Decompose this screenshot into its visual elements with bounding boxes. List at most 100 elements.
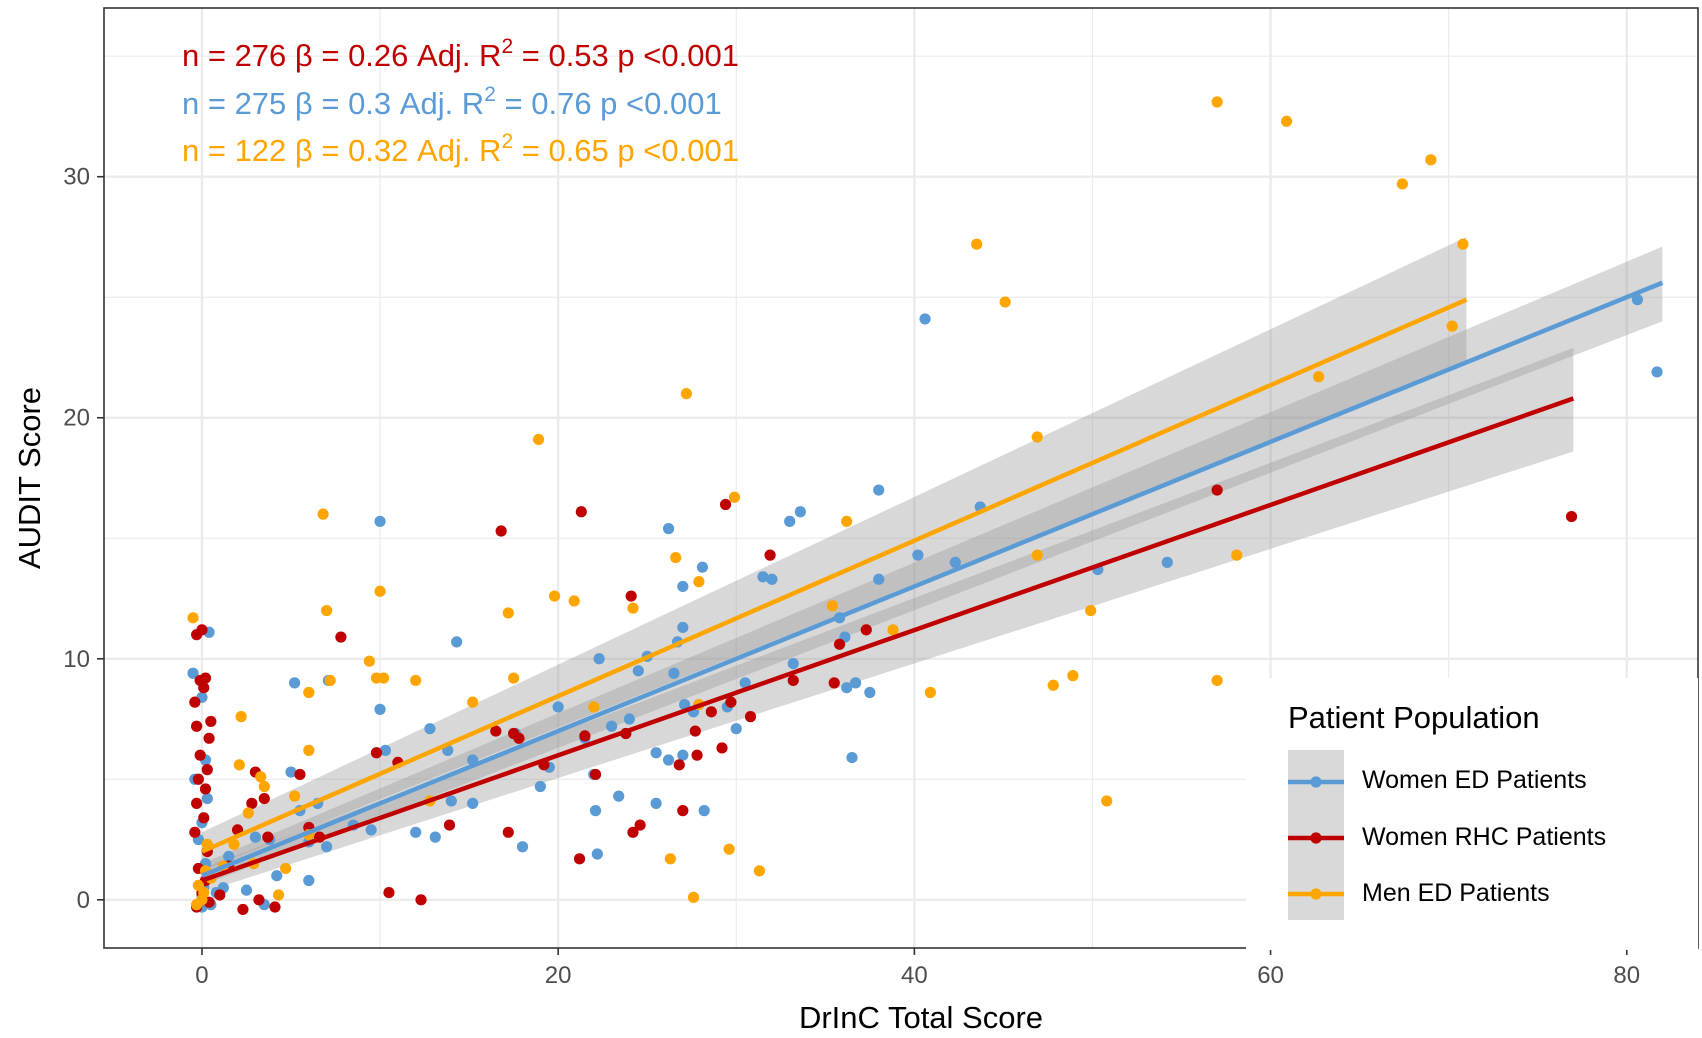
data-point-series-0 — [1631, 294, 1644, 306]
data-point-series-1 — [625, 590, 637, 602]
data-point-series-0 — [662, 523, 675, 535]
data-point-series-1 — [246, 797, 258, 809]
data-point-series-2 — [378, 672, 390, 684]
regression-annotations: n = 276 β = 0.26 Adj. R2 = 0.53 p <0.001… — [182, 35, 739, 168]
data-point-series-2 — [288, 790, 301, 802]
data-point-series-1 — [691, 749, 703, 761]
data-point-series-0 — [846, 751, 858, 764]
data-point-series-1 — [192, 773, 204, 785]
data-point-series-0 — [374, 703, 386, 715]
data-point-series-1 — [191, 797, 203, 809]
data-point-series-2 — [1031, 431, 1043, 443]
data-point-series-0 — [593, 653, 605, 665]
data-point-series-2 — [508, 672, 520, 684]
data-point-series-2 — [548, 590, 561, 602]
data-point-series-0 — [739, 677, 751, 689]
data-point-series-1 — [513, 732, 525, 744]
data-point-series-1 — [205, 715, 217, 728]
data-point-series-1 — [269, 901, 281, 913]
data-point-series-2 — [1425, 154, 1437, 166]
data-point-series-0 — [912, 549, 924, 561]
regression-line-0 — [201, 280, 1664, 878]
data-point-series-0 — [632, 665, 644, 677]
data-point-series-1 — [705, 706, 717, 718]
data-point-series-1 — [764, 549, 776, 561]
data-point-series-2 — [1313, 371, 1325, 383]
data-point-series-0 — [589, 805, 602, 817]
y-tick-label: 20 — [63, 405, 90, 432]
data-point-series-1 — [203, 732, 215, 744]
data-point-series-0 — [321, 841, 333, 853]
data-point-series-0 — [849, 677, 862, 689]
data-point-series-2 — [374, 585, 386, 597]
data-point-series-2 — [280, 862, 292, 875]
data-point-series-1 — [725, 696, 737, 708]
data-point-series-2 — [588, 701, 600, 713]
data-point-series-2 — [235, 711, 247, 723]
data-point-series-0 — [949, 556, 961, 568]
data-point-series-2 — [1446, 320, 1458, 332]
data-point-series-2 — [242, 807, 254, 819]
data-point-series-2 — [971, 238, 983, 250]
data-point-series-0 — [757, 571, 769, 583]
data-point-series-2 — [687, 891, 700, 903]
data-point-series-2 — [728, 491, 741, 503]
x-tick-label: 20 — [545, 962, 572, 989]
data-point-series-2 — [693, 576, 705, 588]
data-point-series-0 — [668, 667, 680, 679]
data-point-series-0 — [379, 744, 391, 756]
data-point-series-1 — [1565, 510, 1578, 523]
data-point-series-2 — [1457, 238, 1469, 250]
data-point-series-2 — [1396, 178, 1408, 190]
data-point-series-2 — [841, 515, 853, 527]
data-point-series-0 — [841, 682, 853, 694]
data-point-series-1 — [258, 792, 270, 805]
data-point-series-2 — [258, 780, 270, 793]
legend-key-point-2 — [1310, 888, 1322, 900]
data-point-series-2 — [887, 624, 899, 636]
data-point-series-1 — [370, 747, 383, 759]
plot-panel-border — [103, 7, 1699, 949]
data-point-series-1 — [677, 805, 689, 817]
data-point-series-0 — [650, 797, 662, 809]
data-point-series-2 — [303, 686, 315, 699]
annotation-men-ed: n = 122 β = 0.32 Adj. R2 = 0.65 p <0.001 — [182, 130, 739, 168]
data-point-series-0 — [285, 766, 297, 778]
legend-title: Patient Population — [1288, 700, 1540, 735]
data-point-series-0 — [201, 792, 213, 805]
data-point-series-0 — [303, 874, 315, 887]
data-point-series-2 — [670, 551, 682, 564]
data-point-series-0 — [240, 884, 253, 896]
x-axis-title: DrInC Total Score — [799, 1000, 1043, 1035]
y-tick-label: 0 — [77, 887, 90, 914]
data-point-series-0 — [516, 841, 529, 853]
data-point-series-1 — [575, 506, 587, 518]
data-point-series-0 — [613, 790, 625, 802]
data-point-series-0 — [467, 797, 479, 809]
data-point-series-2 — [999, 296, 1011, 308]
data-point-series-0 — [605, 720, 618, 732]
data-point-series-0 — [249, 831, 261, 843]
data-point-series-1 — [860, 624, 872, 636]
data-point-series-0 — [445, 795, 457, 807]
data-point-series-2 — [1280, 115, 1293, 127]
data-point-series-1 — [294, 768, 306, 781]
data-point-series-2 — [502, 607, 514, 619]
data-point-series-0 — [696, 561, 709, 573]
data-point-series-1 — [716, 742, 728, 754]
data-point-series-0 — [873, 484, 885, 496]
data-point-series-2 — [664, 853, 676, 865]
regression-line-2 — [201, 297, 1468, 854]
data-point-series-2 — [233, 759, 245, 771]
grid-lines — [104, 8, 1698, 948]
data-point-series-1 — [443, 819, 456, 831]
data-point-series-1 — [199, 672, 212, 684]
data-point-series-1 — [196, 624, 208, 636]
data-point-series-0 — [730, 723, 742, 735]
x-tick-label: 40 — [901, 962, 928, 989]
y-tick-label: 30 — [63, 164, 90, 191]
data-point-series-1 — [262, 831, 274, 843]
data-point-series-0 — [271, 870, 283, 882]
data-point-series-0 — [552, 701, 564, 713]
